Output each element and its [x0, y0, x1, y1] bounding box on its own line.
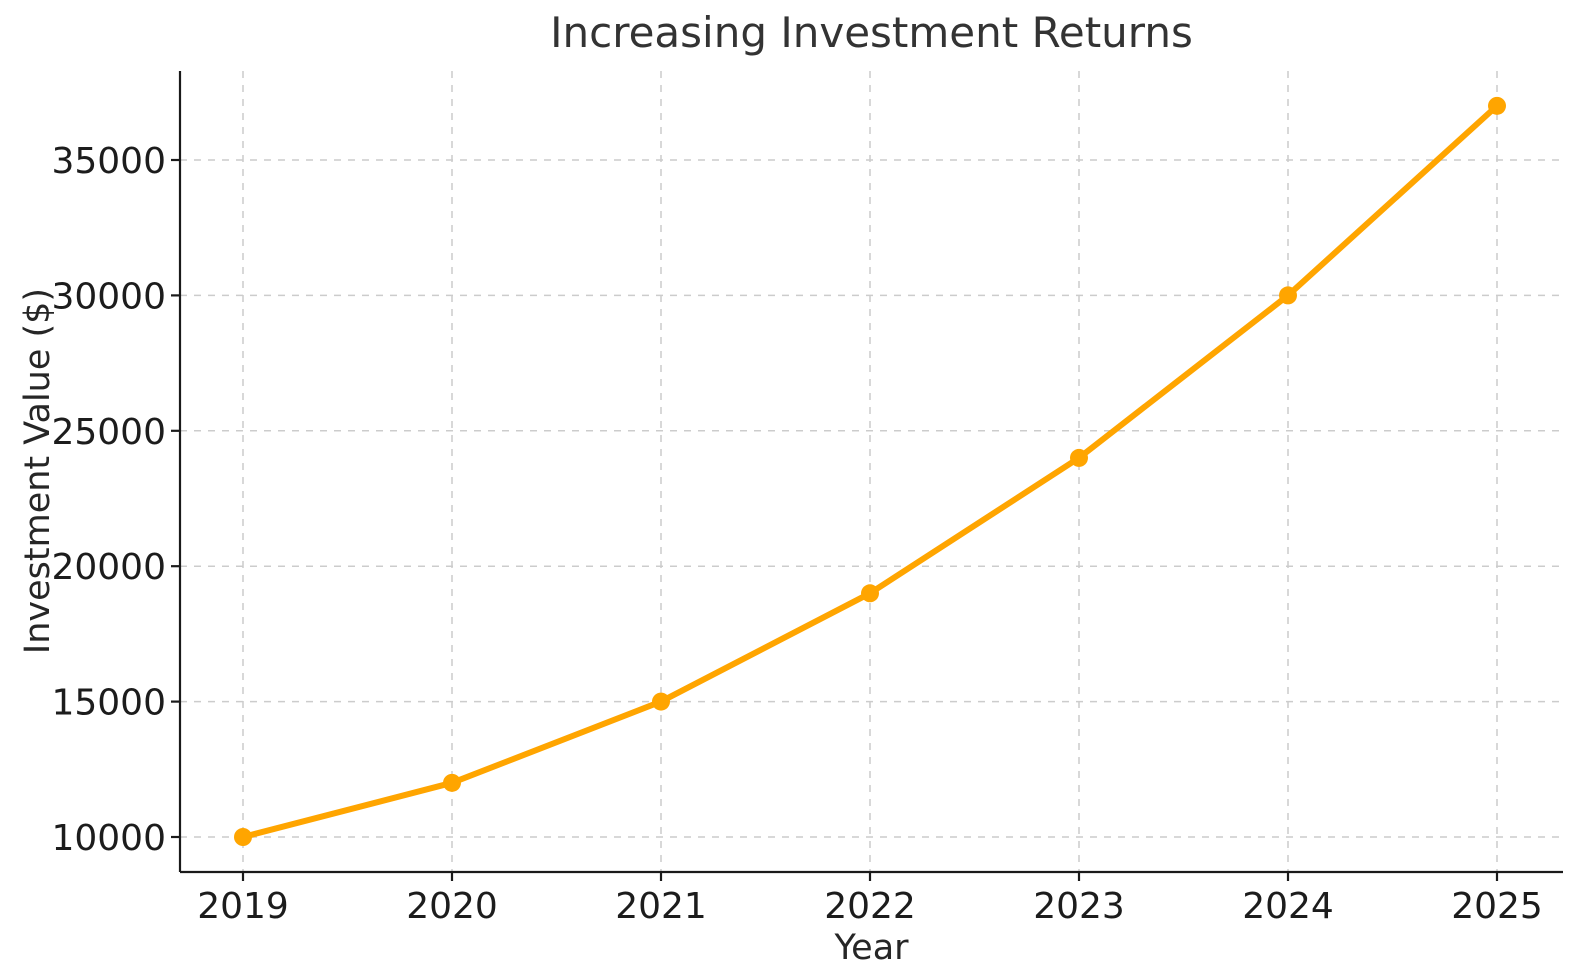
data-point-marker	[861, 584, 879, 603]
data-point-marker	[443, 773, 461, 792]
chart-title: Increasing Investment Returns	[550, 8, 1193, 57]
data-point-marker	[652, 692, 670, 711]
y-tick-label: 25000	[51, 412, 166, 453]
data-point-marker	[1070, 448, 1088, 467]
y-tick-label: 30000	[51, 276, 166, 317]
x-tick-label: 2023	[1033, 886, 1125, 927]
x-tick-label: 2020	[406, 886, 498, 927]
y-tick-label: 20000	[51, 547, 166, 588]
x-axis-label: Year	[834, 928, 909, 968]
x-tick-label: 2024	[1242, 886, 1334, 927]
y-tick-label: 35000	[51, 141, 166, 182]
x-tick-label: 2025	[1451, 886, 1543, 927]
data-point-marker	[1279, 286, 1297, 305]
data-point-marker	[234, 828, 252, 846]
x-tick-label: 2022	[824, 886, 916, 927]
y-tick-label: 10000	[51, 818, 166, 859]
y-tick-label: 15000	[51, 683, 166, 724]
data-point-marker	[1488, 96, 1506, 115]
x-tick-label: 2021	[615, 886, 707, 927]
x-tick-label: 2019	[197, 886, 289, 927]
